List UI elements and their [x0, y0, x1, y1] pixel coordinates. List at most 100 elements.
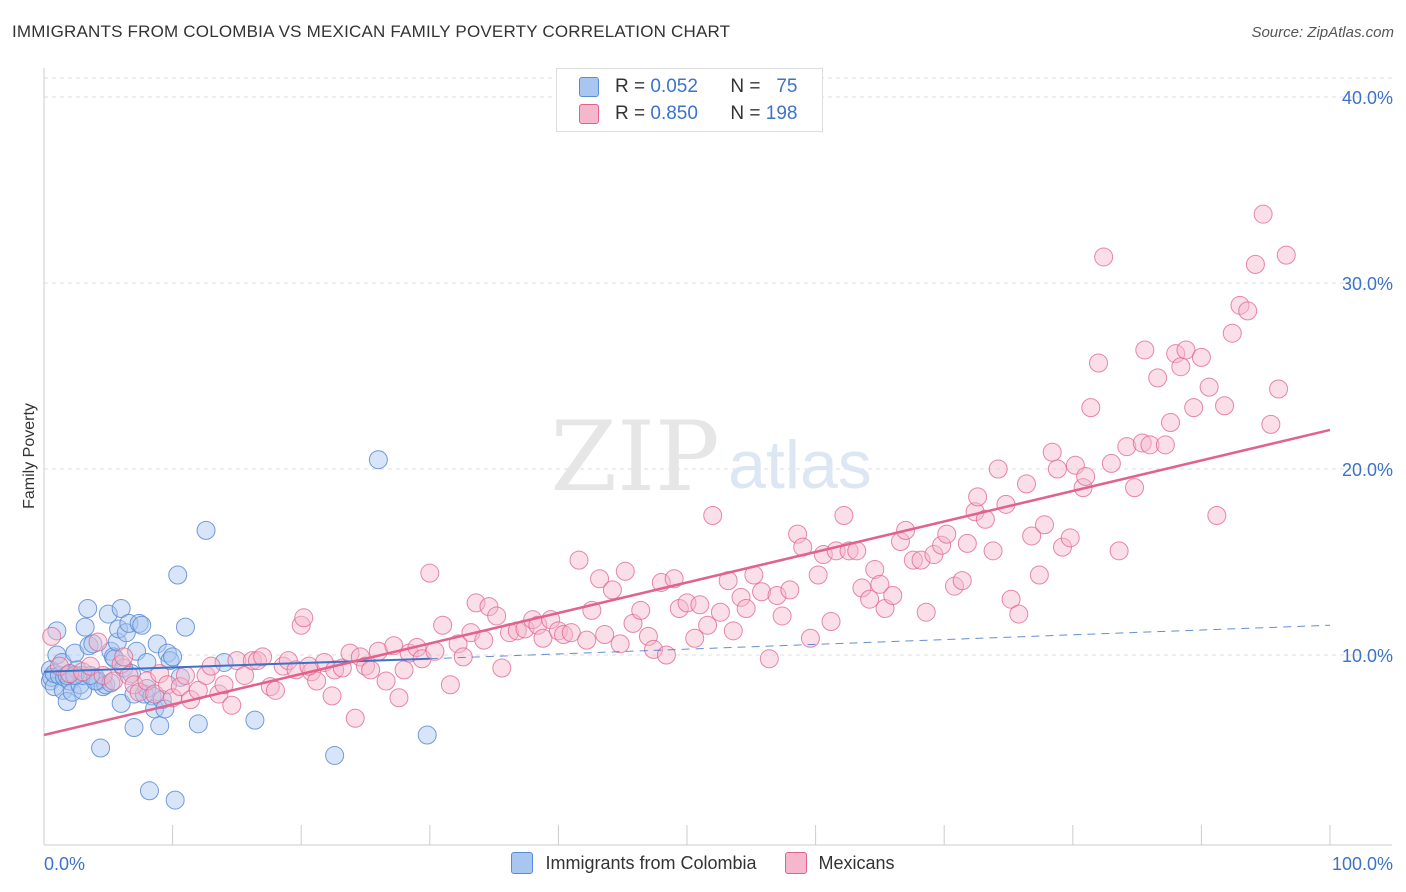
mexicans-point [1261, 414, 1281, 434]
mexicans-point [114, 647, 134, 667]
mexicans-point [1176, 340, 1196, 360]
mexicans-point [1060, 528, 1080, 548]
mexicans-point [610, 634, 630, 654]
mexicans-point [975, 509, 995, 529]
mexicans-point [93, 665, 113, 685]
mexicans-point [433, 615, 453, 635]
colombia-point [47, 621, 67, 641]
mexicans-point [1184, 398, 1204, 418]
legend-item-colombia[interactable]: Immigrants from Colombia [511, 852, 757, 874]
colombia-point [196, 520, 216, 540]
mexicans-point [1101, 453, 1121, 473]
mexicans-point [420, 563, 440, 583]
colombia-point [325, 745, 345, 765]
mexicans-point [1238, 301, 1258, 321]
mexicans-point [389, 688, 409, 708]
mexicans-point [644, 639, 664, 659]
mexicans-point [952, 571, 972, 591]
mexicans-point [860, 589, 880, 609]
mexicans-point [752, 582, 772, 602]
mexicans-point [590, 569, 610, 589]
mexicans-point [656, 645, 676, 665]
colombia-point [163, 647, 183, 667]
colombia-point [78, 599, 98, 618]
mexicans-point [800, 628, 820, 648]
colombia-point [160, 651, 180, 671]
colombia-point [175, 617, 195, 637]
watermark-atlas: atlas [728, 427, 872, 503]
colombia-point [188, 714, 208, 734]
mexicans-point [1089, 353, 1109, 373]
colombia-point [165, 790, 185, 810]
series-colombia [40, 450, 437, 810]
legend-r-label: R = [615, 76, 646, 97]
colombia-point [368, 450, 388, 470]
colombia-point [157, 643, 177, 663]
mexicans-point [983, 541, 1003, 561]
mexicans-point [1117, 437, 1137, 457]
legend-n-label: N = [730, 103, 761, 124]
colombia-point [124, 718, 144, 738]
mexicans-point [937, 524, 957, 544]
legend-r-value: 0.052 [650, 76, 698, 97]
mexicans-point [685, 628, 705, 648]
mexicans-point [170, 677, 190, 697]
legend-row-mexicans: R = 0.850 N = 198 [579, 102, 797, 126]
mexicans-point [1207, 506, 1227, 525]
colombia-trend-line [43, 657, 430, 673]
mexicans-point [883, 585, 903, 605]
mexicans-point [1253, 204, 1273, 224]
mexicans-point [42, 626, 62, 646]
mexicans-point [988, 459, 1008, 479]
mexicans-point [1109, 541, 1129, 561]
mexicans-point [767, 585, 787, 605]
colombia-point [129, 613, 149, 633]
mexicans-point [569, 550, 589, 570]
mexicans-point [291, 615, 311, 635]
mexicans-point [710, 602, 730, 622]
mexicans-point [361, 660, 381, 680]
legend-item-mexicans[interactable]: Mexicans [784, 852, 895, 874]
mexicans-point [345, 708, 365, 728]
chart-title: IMMIGRANTS FROM COLOMBIA VS MEXICAN FAMI… [12, 22, 731, 41]
mexicans-point [1140, 435, 1160, 455]
colombia-point [168, 565, 188, 585]
mexicans-point [852, 578, 872, 598]
mexicans-point [698, 615, 718, 635]
mexicans-point [1269, 379, 1289, 399]
mexicans-point [1081, 398, 1101, 418]
x-tick-label: 0.0% [44, 854, 85, 874]
colombia-point [137, 652, 157, 672]
legend-label-mexicans: Mexicans [818, 852, 895, 873]
mexicans-point [916, 602, 936, 622]
mexicans-point [1001, 589, 1021, 609]
mexicans-point [253, 647, 273, 667]
y-tick-label: 30.0% [1342, 274, 1393, 294]
mexicans-point [780, 580, 800, 600]
legend-r-value: 0.850 [650, 103, 698, 124]
mexicans-point [376, 671, 396, 691]
mexicans-point [631, 600, 651, 620]
mexicans-point [1022, 526, 1042, 546]
y-tick-label: 20.0% [1342, 460, 1393, 480]
x-tick-label: 100.0% [1332, 854, 1393, 874]
mexicans-point [957, 533, 977, 553]
mexicans-point [1076, 466, 1096, 486]
mexicans-point [294, 608, 314, 628]
colombia-point [245, 710, 265, 730]
legend-swatch-pink [784, 852, 807, 874]
mexicans-point [1132, 433, 1152, 453]
mexicans-point [1148, 368, 1168, 388]
mexicans-point [759, 649, 779, 669]
legend-swatch-pink [579, 104, 599, 124]
mexicans-point [88, 632, 108, 652]
mexicans-point [1035, 515, 1055, 535]
tick-labels: 10.0% 20.0% 30.0% 40.0% 0.0% 100.0% [44, 88, 1393, 874]
mexicans-point [968, 487, 988, 507]
mexicans-point [307, 671, 327, 691]
mexicans-point [1276, 245, 1296, 265]
correlation-legend: R = 0.052 N = 75 R = 0.850 N = 198 [556, 68, 823, 132]
mexicans-point [1017, 474, 1037, 494]
legend-swatch-blue [511, 852, 534, 874]
